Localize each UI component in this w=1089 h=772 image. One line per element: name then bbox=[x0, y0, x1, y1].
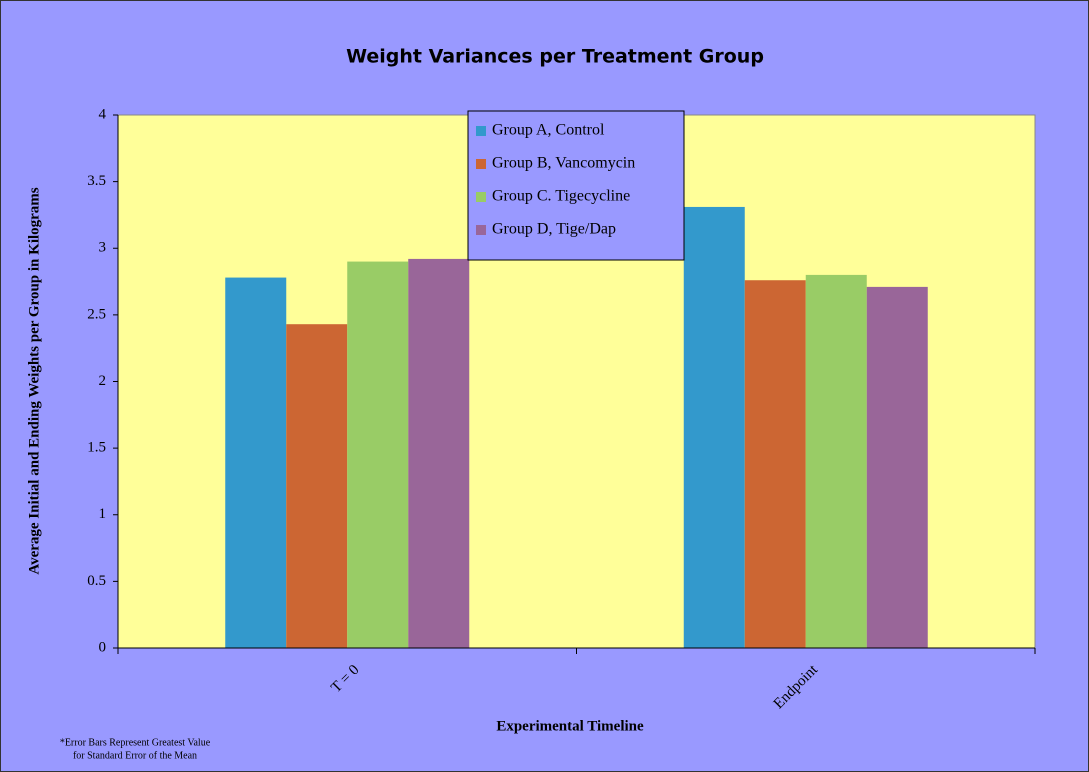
footnote: *Error Bars Represent Greatest Value bbox=[60, 737, 211, 748]
footnote: for Standard Error of the Mean bbox=[73, 750, 197, 761]
y-tick-label: 0.5 bbox=[87, 573, 106, 589]
chart-title: Weight Variances per Treatment Group bbox=[346, 46, 764, 68]
y-tick-label: 1 bbox=[99, 506, 107, 522]
bar bbox=[408, 258, 470, 648]
bar bbox=[286, 324, 348, 648]
legend-swatch bbox=[476, 126, 486, 136]
y-tick-label: 2 bbox=[99, 373, 107, 389]
bar bbox=[683, 206, 745, 648]
y-tick-label: 1.5 bbox=[87, 440, 106, 456]
legend-label: Group A, Control bbox=[492, 122, 605, 139]
y-tick-label: 3 bbox=[99, 240, 107, 256]
bar bbox=[744, 280, 806, 648]
legend-swatch bbox=[476, 225, 486, 235]
x-axis-title: Experimental Timeline bbox=[496, 718, 644, 734]
bar bbox=[805, 274, 867, 648]
y-tick-label: 3.5 bbox=[87, 173, 106, 189]
bar bbox=[347, 261, 409, 648]
legend-label: Group C. Tigecycline bbox=[492, 188, 630, 205]
y-axis-title: Average Initial and Ending Weights per G… bbox=[26, 187, 42, 574]
bar bbox=[866, 286, 928, 648]
legend-swatch bbox=[476, 159, 486, 169]
y-tick-label: 0 bbox=[99, 639, 107, 655]
legend-swatch bbox=[476, 192, 486, 202]
legend bbox=[467, 110, 685, 261]
bar bbox=[225, 277, 287, 648]
y-tick-label: 2.5 bbox=[87, 306, 106, 322]
legend-label: Group D, Tige/Dap bbox=[492, 221, 616, 238]
legend-label: Group B, Vancomycin bbox=[492, 155, 635, 172]
y-tick-label: 4 bbox=[99, 106, 107, 122]
